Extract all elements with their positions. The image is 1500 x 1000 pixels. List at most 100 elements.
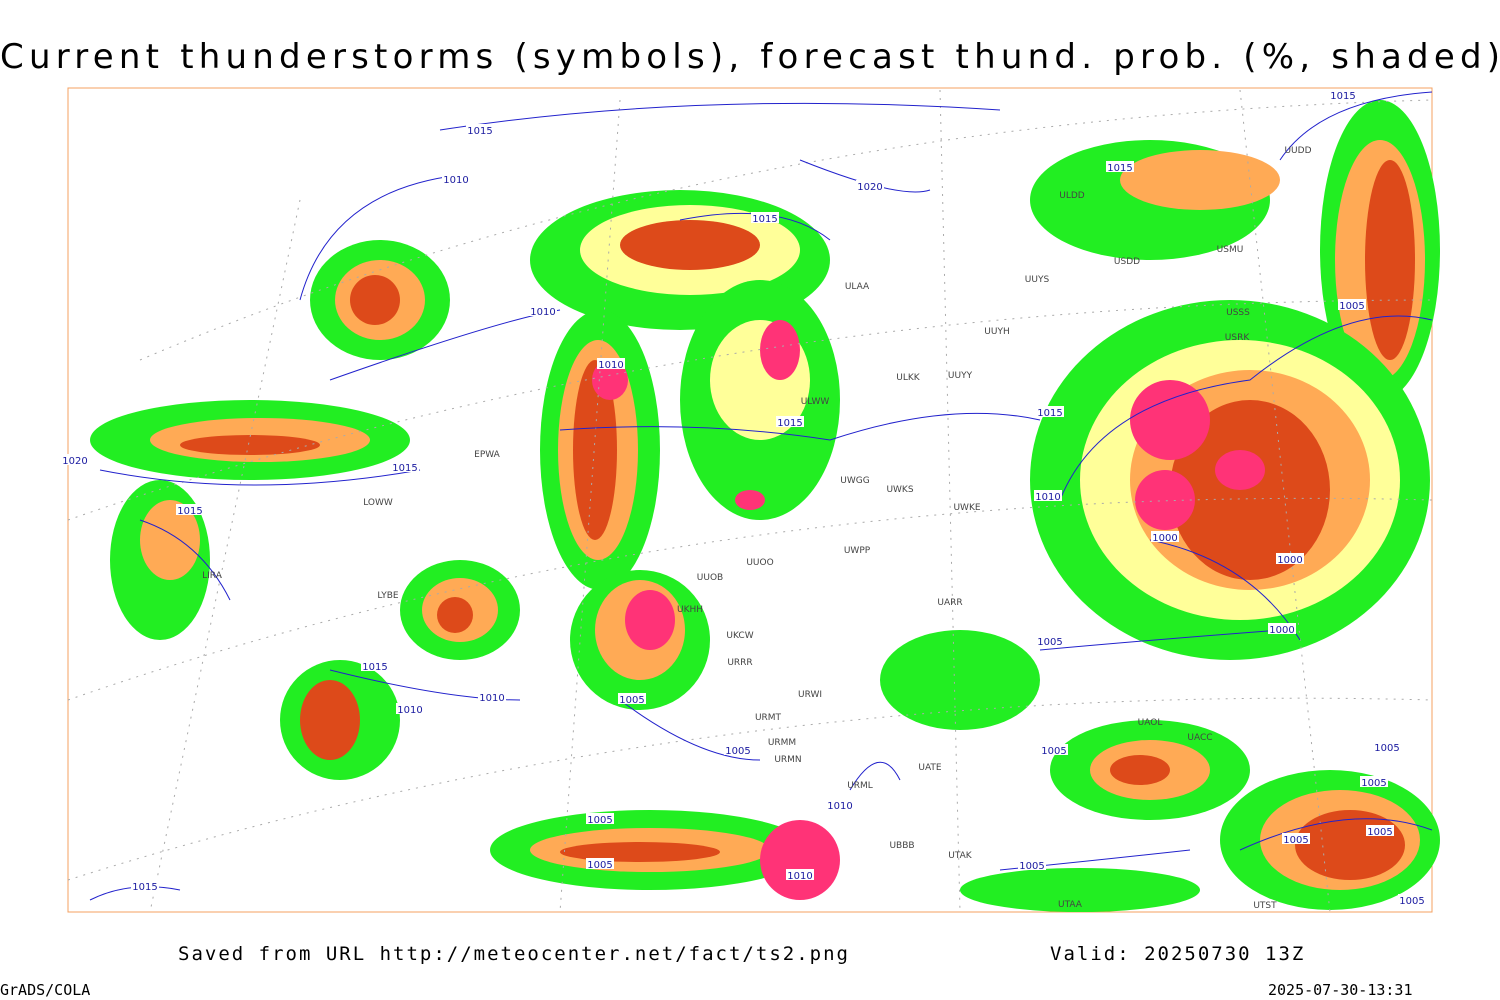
isobar-label-bg [61,454,89,465]
isobar-label-bg [751,212,779,223]
station-label: URMN [774,755,801,765]
isobar-label: 1005 [725,746,750,757]
isobar-label-bg [1360,776,1388,787]
station-label: UUDD [1284,146,1311,156]
station-label: USSS [1226,308,1250,318]
isobar-label: 1015 [362,662,387,673]
station-label: UAOL [1138,718,1163,728]
station-label: ULWW [801,397,830,407]
station-label: URWI [798,690,822,700]
station-label: ULKK [896,373,921,383]
isobar [329,539,1301,791]
shaded-area [1110,755,1170,785]
isobar-label-bg [586,858,614,869]
isobar-label-bg [466,124,494,135]
isobar-label-bg [1276,553,1304,564]
shaded-area [1120,150,1280,210]
isobar-label: 1005 [1399,896,1424,907]
isobar-label-bg [1151,531,1179,542]
isobar-label: 1010 [827,801,852,812]
station-label: URMM [768,738,796,748]
station-label: UKCW [726,631,753,641]
shaded-area [625,590,675,650]
shaded-area [960,868,1200,912]
isobar-label-bg [529,305,557,316]
shaded-area [1130,380,1210,460]
isobar-label: 1000 [1269,625,1294,636]
isobar-label: 1005 [587,860,612,871]
station-label: UATE [918,763,942,773]
station-label: USMU [1217,245,1244,255]
station-label: UTAK [948,851,973,861]
lon-line [939,89,961,913]
isobar-label: 1010 [397,705,422,716]
isobar-label-bg [1373,741,1401,752]
isobar-label: 1005 [1019,861,1044,872]
isobar-label-bg [1366,825,1394,836]
isobar-label: 1005 [619,695,644,706]
station-label: UTAA [1058,900,1083,910]
station-label: UUOB [697,573,723,583]
shaded-area [760,820,840,900]
isobar-label: 1010 [787,871,812,882]
isobar-label-bg [1018,859,1046,870]
shaded-area [880,630,1040,730]
isobar-label: 1010 [479,693,504,704]
isobar-label: 1005 [1367,827,1392,838]
station-label: UBBB [889,841,914,851]
station-label: UUOO [746,558,773,568]
lon-line [1239,89,1331,913]
shaded-area [300,680,360,760]
isobar-label: 1020 [857,182,882,193]
software-credit: GrADS/COLA [0,981,90,999]
isobar-label: 1005 [587,815,612,826]
isobar-label: 1015 [132,882,157,893]
labels: 1015 1010 1020 1015 1010 1010 1015 1015 1015 1015… [61,89,1426,911]
isobar-label: 1005 [1283,835,1308,846]
isobar-label-bg [176,504,204,515]
shaded-area [735,490,765,510]
isobar-label-bg [1036,635,1064,646]
isobar-label: 1000 [1152,533,1177,544]
station-label: UWPP [844,546,871,556]
graticule [67,89,1433,913]
isobar-label: 1010 [598,360,623,371]
isobar-label-bg [1398,894,1426,905]
station-label: UWKE [953,503,980,513]
lat-line [67,299,1433,521]
isobar-label: 1015 [1107,163,1132,174]
shaded-area [573,360,617,540]
shaded-area [350,275,400,325]
valid-time: Valid: 20250730 13Z [1050,943,1305,965]
shaded-area [1135,470,1195,530]
station-label: UWGG [840,476,869,486]
isobar-label-bg [826,799,854,810]
isobar-label-bg [1106,161,1134,172]
station-label: UUYS [1025,275,1050,285]
station-label: LOWW [363,498,393,508]
isobar-label-bg [776,416,804,427]
station-label: UUYY [948,371,973,381]
isobar-label: 1005 [1037,637,1062,648]
station-label: UACC [1187,733,1212,743]
isobar-label-bg [786,869,814,880]
station-label: UARR [937,598,962,608]
isobar-label: 1010 [1035,492,1060,503]
station-label: UKHH [677,605,703,615]
isobar-label: 1000 [1277,555,1302,566]
isobar-label: 1015 [752,214,777,225]
shaded-area [1170,400,1330,580]
isobar-label-bg [131,880,159,891]
isobar-label: 1015 [1330,91,1355,102]
station-label: USDD [1114,257,1140,267]
isobar-label-bg [1268,623,1296,634]
isobar-label-bg [361,660,389,671]
isobar-label-bg [478,691,506,702]
isobar-label: 1015 [392,463,417,474]
isobar-label: 1005 [1361,778,1386,789]
station-label: LYBE [377,591,398,601]
station-label: ULDD [1059,191,1085,201]
shaded-area [620,220,760,270]
isobar-label-bg [618,693,646,704]
isobar-label-bg [1034,490,1062,501]
